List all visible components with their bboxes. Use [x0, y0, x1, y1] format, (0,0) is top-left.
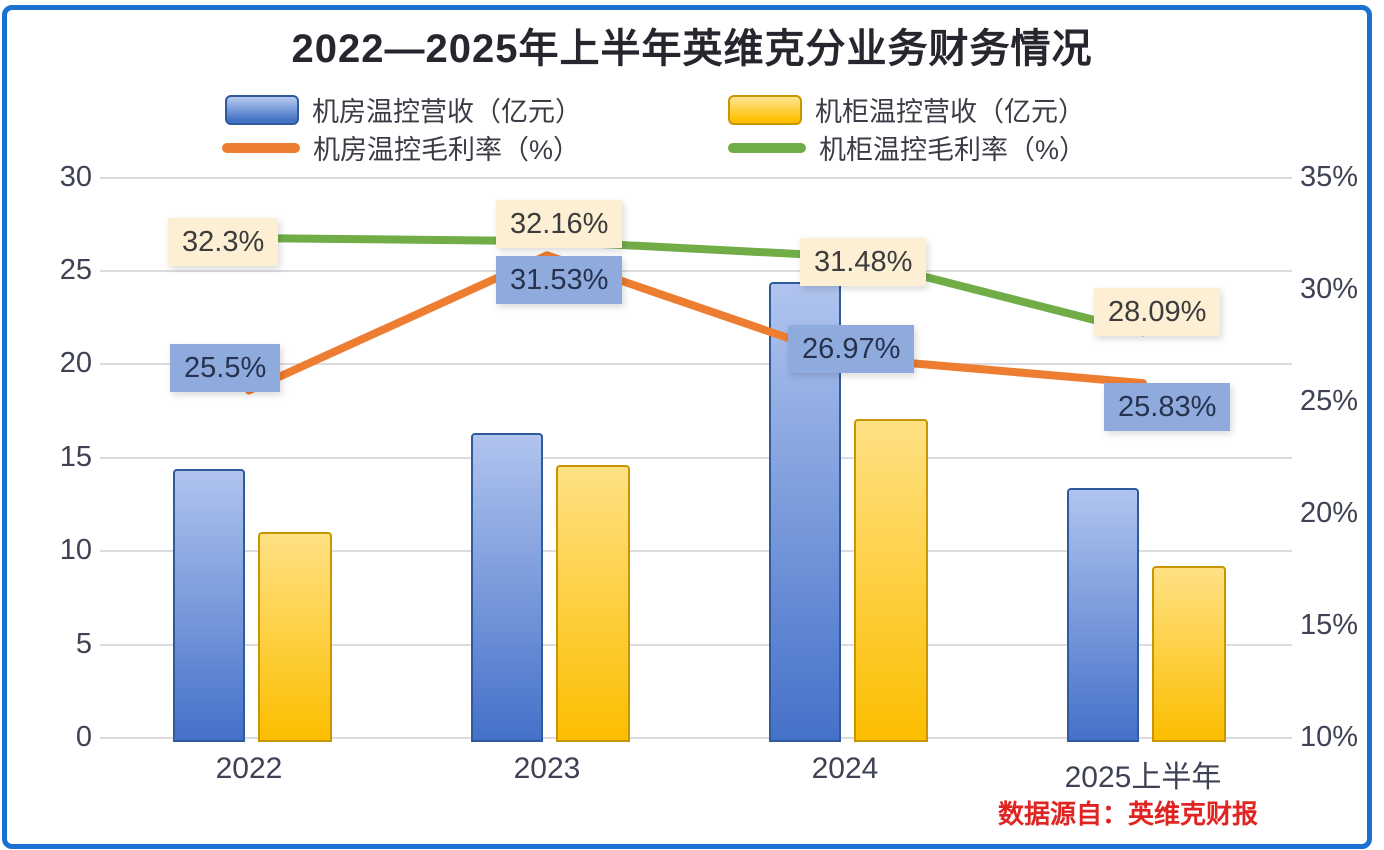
x-axis-category-label: 2025上半年 — [1064, 761, 1222, 794]
gridline — [100, 363, 1292, 366]
x-axis-category-label: 2022 — [215, 752, 283, 785]
data-label-cream-2025上半年: 28.09% — [1094, 288, 1221, 336]
left-axis-tick: 10 — [59, 534, 92, 567]
legend-label: 机柜温控营收（亿元） — [815, 97, 1085, 127]
left-axis-tick: 30 — [59, 160, 92, 193]
bar-yellow-2024 — [854, 418, 928, 742]
left-axis-tick: 0 — [75, 721, 92, 753]
gridline — [100, 550, 1292, 553]
data-label-blue-2024: 26.97% — [788, 325, 915, 373]
bar-blue-2023 — [471, 433, 543, 742]
legend-label: 机房温控毛利率（%） — [313, 135, 581, 165]
gridline — [100, 456, 1292, 459]
line-orange — [245, 251, 1147, 395]
left-axis-tick: 5 — [75, 627, 92, 660]
left-axis-tick: 15 — [59, 440, 92, 473]
legend-swatch-blue-bar-icon — [225, 94, 299, 125]
right-axis-tick: 20% — [1300, 496, 1359, 529]
x-axis-category-label: 2024 — [811, 752, 879, 785]
gridline — [100, 737, 1292, 739]
right-axis-tick: 10% — [1300, 721, 1359, 753]
bar-blue-2025上半年 — [1067, 487, 1139, 742]
x-axis-category-label: 2023 — [513, 752, 581, 785]
left-axis-tick: 25 — [59, 253, 92, 286]
source-note: 数据源自：英维克财报 — [997, 799, 1258, 829]
gridline — [100, 643, 1292, 646]
data-label-cream-2024: 31.48% — [800, 238, 927, 286]
gridline — [100, 176, 1292, 179]
legend-item-room-revenue: 机房温控营收（亿元） — [225, 90, 582, 129]
data-label-blue-2023: 31.53% — [496, 256, 623, 304]
legend-swatch-orange-line-icon — [222, 142, 300, 153]
legend-label: 机房温控营收（亿元） — [312, 97, 582, 127]
data-label-cream-2023: 32.16% — [496, 200, 623, 248]
bar-yellow-2023 — [556, 465, 630, 742]
data-label-cream-2022: 32.3% — [168, 218, 279, 266]
line-green — [245, 234, 1147, 337]
gridline — [100, 269, 1292, 272]
legend-swatch-green-line-icon — [728, 142, 806, 153]
data-label-blue-2022: 25.5% — [170, 344, 281, 392]
bar-blue-2022 — [173, 468, 245, 742]
right-axis-tick: 25% — [1300, 384, 1359, 417]
legend-item-cabinet-revenue: 机柜温控营收（亿元） — [728, 90, 1085, 129]
bar-yellow-2025上半年 — [1152, 566, 1226, 742]
bar-yellow-2022 — [258, 532, 332, 742]
left-axis-tick: 20 — [59, 347, 92, 380]
data-label-blue-2025上半年: 25.83% — [1104, 383, 1231, 431]
right-axis-tick: 30% — [1300, 272, 1359, 305]
legend-item-room-margin: 机房温控毛利率（%） — [222, 128, 580, 167]
legend-item-cabinet-margin: 机柜温控毛利率（%） — [728, 128, 1086, 167]
legend-label: 机柜温控毛利率（%） — [819, 135, 1087, 165]
right-axis-tick: 15% — [1300, 608, 1359, 641]
right-axis-tick: 35% — [1300, 160, 1359, 193]
legend-swatch-yellow-bar-icon — [728, 94, 802, 125]
chart-title: 2022—2025年上半年英维克分业务财务情况 — [291, 27, 1093, 71]
